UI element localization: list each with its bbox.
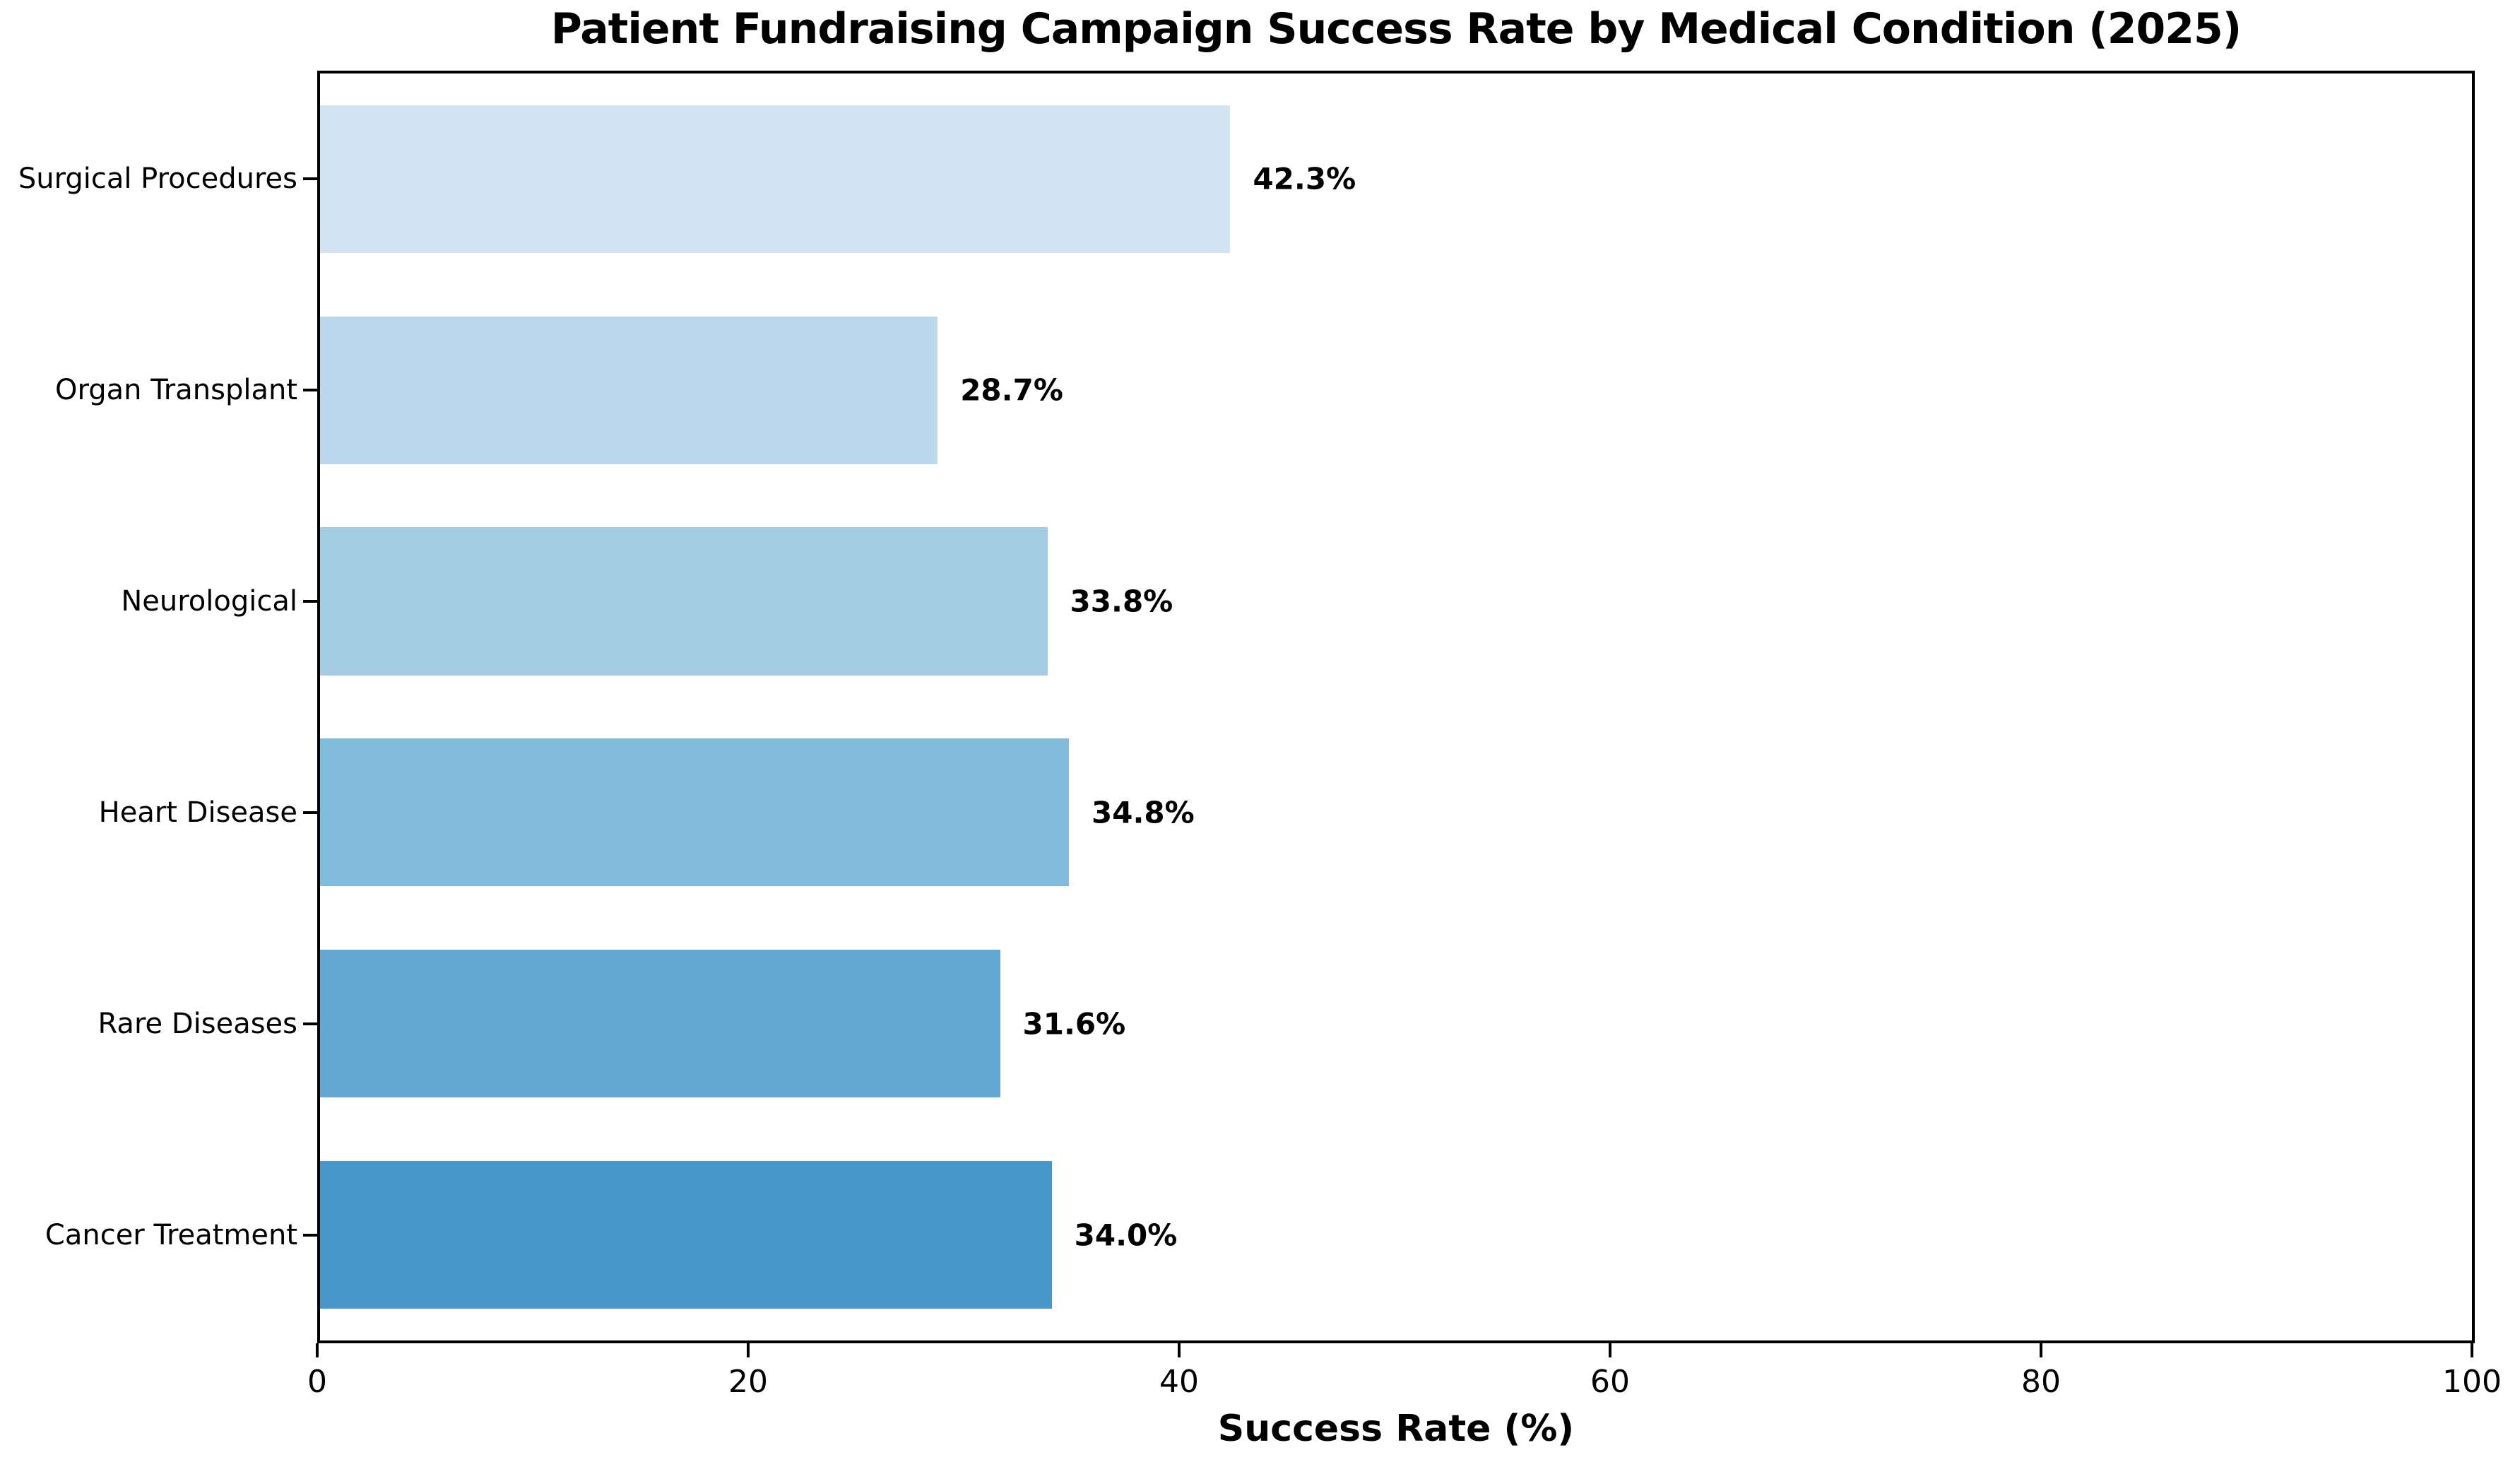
x-tick-mark xyxy=(1178,1343,1181,1357)
value-label-rare-diseases: 31.6% xyxy=(1022,1006,1126,1042)
x-tick-mark xyxy=(747,1343,750,1357)
bar-organ-transplant xyxy=(320,316,938,464)
bar-rare-diseases xyxy=(320,950,1000,1098)
y-tick-mark xyxy=(303,600,317,603)
y-tick-mark xyxy=(303,1233,317,1237)
x-axis-title: Success Rate (%) xyxy=(1217,1408,1575,1450)
bar-surgical-procedures xyxy=(320,105,1231,253)
value-label-heart-disease: 34.8% xyxy=(1092,795,1195,830)
value-label-organ-transplant: 28.7% xyxy=(960,372,1063,408)
bar-cancer-treatment xyxy=(320,1160,1052,1309)
x-tick-label-100: 100 xyxy=(2442,1364,2502,1400)
x-tick-label-80: 80 xyxy=(2021,1364,2061,1400)
x-tick-mark xyxy=(2471,1343,2473,1357)
category-label-cancer-treatment: Cancer Treatment xyxy=(45,1218,297,1251)
y-tick-mark xyxy=(303,810,317,814)
x-tick-mark xyxy=(316,1343,319,1357)
value-label-cancer-treatment: 34.0% xyxy=(1074,1218,1178,1253)
x-tick-mark xyxy=(1609,1343,1611,1357)
bar-neurological xyxy=(320,527,1048,676)
x-tick-label-20: 20 xyxy=(728,1364,768,1400)
y-tick-mark xyxy=(303,389,317,392)
category-label-neurological: Neurological xyxy=(121,585,297,618)
chart-title: Patient Fundraising Campaign Success Rat… xyxy=(550,4,2242,54)
y-tick-mark xyxy=(303,177,317,181)
category-label-rare-diseases: Rare Diseases xyxy=(97,1007,297,1040)
x-tick-label-60: 60 xyxy=(1590,1364,1630,1400)
value-label-neurological: 33.8% xyxy=(1070,584,1173,619)
x-tick-mark xyxy=(2040,1343,2042,1357)
category-label-organ-transplant: Organ Transplant xyxy=(55,374,297,407)
value-label-surgical-procedures: 42.3% xyxy=(1253,161,1356,196)
category-label-surgical-procedures: Surgical Procedures xyxy=(18,163,297,196)
x-tick-label-40: 40 xyxy=(1159,1364,1199,1400)
bar-heart-disease xyxy=(320,738,1069,887)
x-tick-label-0: 0 xyxy=(307,1364,327,1400)
y-tick-mark xyxy=(303,1022,317,1025)
plot-area xyxy=(317,71,2475,1343)
category-label-heart-disease: Heart Disease xyxy=(98,796,297,829)
